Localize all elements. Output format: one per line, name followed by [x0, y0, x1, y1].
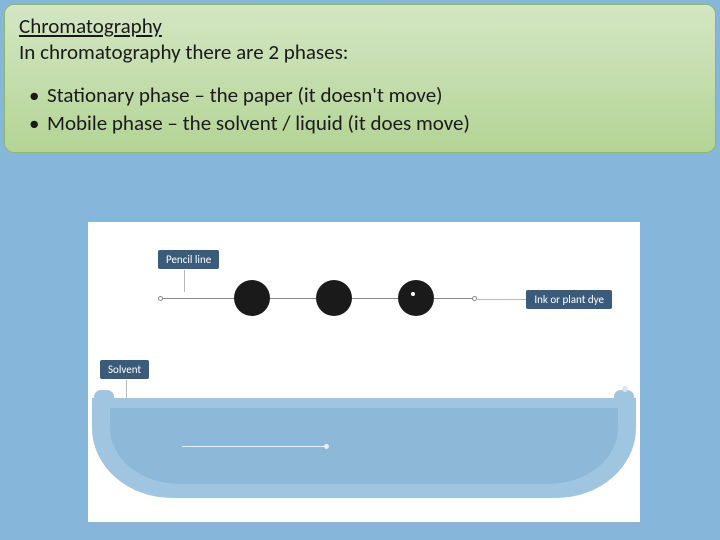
info-title: Chromatography: [19, 13, 701, 39]
pointer-pencil: [184, 270, 185, 292]
solvent-surface-line: [182, 446, 326, 447]
info-bullets: Stationary phase – the paper (it doesn't…: [19, 81, 701, 138]
bullet-mobile: Mobile phase – the solvent / liquid (it …: [25, 109, 701, 137]
bullet-stationary: Stationary phase – the paper (it doesn't…: [25, 81, 701, 109]
dish-body: [92, 398, 636, 498]
solvent-surface-dot: [324, 444, 329, 449]
ink-dot-highlight: [411, 292, 415, 296]
label-solvent: Solvent: [100, 360, 149, 379]
dish-knob: [622, 386, 628, 392]
ink-dot: [398, 280, 434, 316]
dish-liquid: [110, 408, 618, 484]
solvent-dish: [88, 398, 640, 498]
info-box: Chromatography In chromatography there a…: [4, 4, 716, 153]
info-subtitle: In chromatography there are 2 phases:: [19, 39, 701, 65]
pencil-line-end-left: [158, 296, 163, 301]
label-ink: Ink or plant dye: [526, 290, 612, 309]
label-pencil-line: Pencil line: [158, 250, 219, 269]
ink-dot: [316, 280, 352, 316]
ink-dot: [234, 280, 270, 316]
chromatography-diagram: Pencil line Ink or plant dye Solvent: [88, 222, 640, 522]
